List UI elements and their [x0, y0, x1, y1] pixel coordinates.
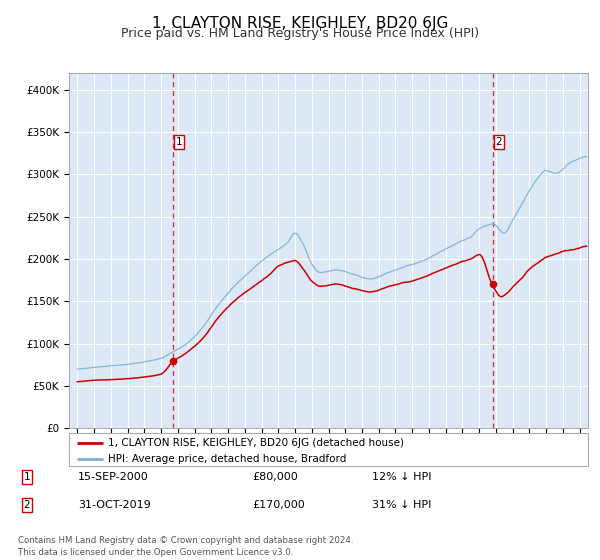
Text: 2: 2 — [23, 500, 31, 510]
Text: 15-SEP-2000: 15-SEP-2000 — [78, 472, 149, 482]
Text: 12% ↓ HPI: 12% ↓ HPI — [372, 472, 431, 482]
Text: 31-OCT-2019: 31-OCT-2019 — [78, 500, 151, 510]
Text: Price paid vs. HM Land Registry's House Price Index (HPI): Price paid vs. HM Land Registry's House … — [121, 27, 479, 40]
Text: 1, CLAYTON RISE, KEIGHLEY, BD20 6JG: 1, CLAYTON RISE, KEIGHLEY, BD20 6JG — [152, 16, 448, 31]
Text: 2: 2 — [496, 137, 502, 147]
Text: HPI: Average price, detached house, Bradford: HPI: Average price, detached house, Brad… — [108, 454, 346, 464]
Text: 1, CLAYTON RISE, KEIGHLEY, BD20 6JG (detached house): 1, CLAYTON RISE, KEIGHLEY, BD20 6JG (det… — [108, 437, 404, 447]
Text: £80,000: £80,000 — [252, 472, 298, 482]
Text: 31% ↓ HPI: 31% ↓ HPI — [372, 500, 431, 510]
Text: Contains HM Land Registry data © Crown copyright and database right 2024.
This d: Contains HM Land Registry data © Crown c… — [18, 536, 353, 557]
Text: 1: 1 — [23, 472, 31, 482]
Text: 1: 1 — [175, 137, 182, 147]
Text: £170,000: £170,000 — [252, 500, 305, 510]
FancyBboxPatch shape — [69, 433, 588, 466]
